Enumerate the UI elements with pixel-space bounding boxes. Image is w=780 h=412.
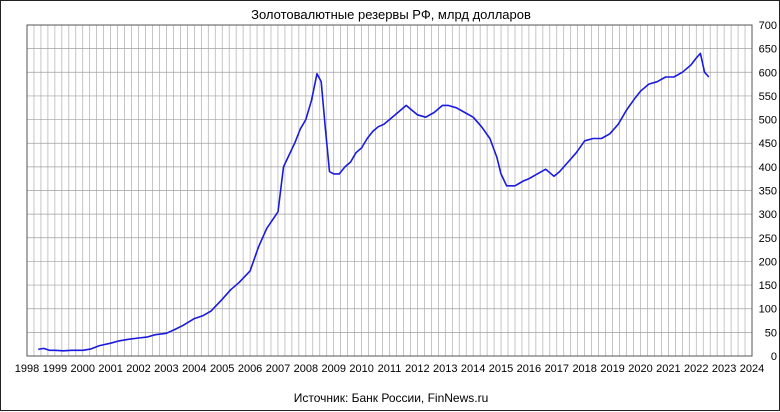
x-tick-label: 2002 [126, 363, 150, 375]
x-tick-label: 2012 [405, 363, 429, 375]
x-tick-label: 2005 [210, 363, 234, 375]
x-tick-label: 2008 [294, 363, 318, 375]
x-tick-label: 2004 [182, 363, 206, 375]
x-tick-label: 2000 [71, 363, 95, 375]
chart-source-caption: Источник: Банк России, FinNews.ru [293, 391, 489, 405]
x-tick-label: 2019 [600, 363, 624, 375]
x-tick-label: 2021 [656, 363, 680, 375]
y-tick-label: 700 [759, 20, 777, 32]
y-tick-label: 550 [759, 91, 777, 103]
x-tick-label: 2024 [740, 363, 764, 375]
grid-layer [26, 24, 753, 357]
x-tick-label: 2001 [98, 363, 122, 375]
y-tick-label: 0 [771, 351, 777, 363]
y-tick-label: 450 [759, 138, 777, 150]
x-tick-label: 2015 [489, 363, 513, 375]
y-tick-label: 150 [759, 280, 777, 292]
x-tick-label: 2016 [517, 363, 541, 375]
x-tick-label: 2017 [545, 363, 569, 375]
x-tick-label: 2003 [154, 363, 178, 375]
y-axis-ticks: 0 50 100 150 200 250 300 350 400 450 500 550 600 650 7… [759, 20, 777, 363]
x-tick-label: 2007 [266, 363, 290, 375]
y-tick-label: 600 [759, 67, 777, 79]
y-tick-label: 500 [759, 115, 777, 127]
x-tick-label: 2018 [572, 363, 596, 375]
x-tick-label: 1999 [43, 363, 67, 375]
x-tick-label: 1998 [15, 363, 39, 375]
x-tick-label: 2011 [378, 363, 402, 375]
x-tick-label: 2014 [461, 363, 485, 375]
x-tick-label: 2022 [684, 363, 708, 375]
y-tick-label: 200 [759, 256, 777, 268]
series-line-reserves [38, 52, 710, 352]
y-tick-label: 350 [759, 186, 777, 198]
x-tick-label: 2023 [712, 363, 736, 375]
x-tick-label: 2009 [321, 363, 345, 375]
y-tick-label: 100 [759, 304, 777, 316]
y-tick-label: 300 [759, 209, 777, 221]
x-tick-label: 2020 [628, 363, 652, 375]
x-tick-label: 2010 [349, 363, 373, 375]
chart-title: Золотовалютные резервы РФ, млрд долларов [251, 7, 531, 22]
y-tick-label: 50 [765, 327, 777, 339]
y-tick-label: 650 [759, 44, 777, 56]
x-tick-label: 2013 [433, 363, 457, 375]
y-tick-label: 400 [759, 162, 777, 174]
x-axis-ticks: 1998 1999 2000 2001 2002 2003 2004 2005 2006 2007… [15, 363, 764, 375]
plot-area-border [26, 24, 753, 357]
y-tick-label: 250 [759, 233, 777, 245]
x-tick-label: 2006 [238, 363, 262, 375]
